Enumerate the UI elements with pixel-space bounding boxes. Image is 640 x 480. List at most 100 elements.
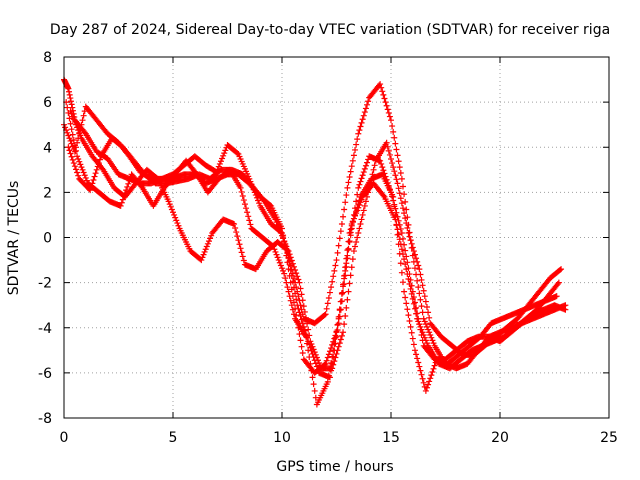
- data-point: [75, 127, 82, 134]
- data-point: [67, 98, 74, 105]
- data-point: [217, 158, 224, 165]
- x-axis-label: GPS time / hours: [276, 459, 393, 475]
- data-point: [117, 202, 124, 209]
- data-point: [349, 157, 356, 164]
- data-point: [307, 338, 314, 345]
- data-point: [297, 285, 304, 292]
- data-point: [310, 381, 317, 388]
- data-point: [380, 192, 387, 199]
- data-point: [296, 309, 303, 316]
- data-point: [324, 378, 331, 385]
- data-point: [123, 187, 130, 194]
- data-point: [344, 247, 351, 254]
- data-point: [410, 300, 417, 307]
- data-point: [299, 297, 306, 304]
- data-point: [415, 318, 422, 325]
- data-point: [219, 155, 226, 162]
- data-point: [416, 290, 423, 297]
- data-point: [415, 262, 422, 269]
- data-point: [99, 165, 106, 172]
- data-point: [328, 284, 335, 291]
- data-point: [336, 307, 343, 314]
- data-point: [305, 347, 312, 354]
- data-point: [355, 201, 362, 208]
- data-point: [407, 285, 414, 292]
- data-point: [554, 280, 561, 287]
- data-point: [415, 359, 422, 366]
- data-point: [360, 169, 367, 176]
- data-point: [407, 323, 414, 330]
- data-point: [75, 172, 82, 179]
- data-point: [395, 158, 402, 165]
- data-point: [335, 242, 342, 249]
- data-point: [409, 335, 416, 342]
- data-point: [243, 205, 250, 212]
- data-point: [342, 313, 349, 320]
- data-point: [293, 296, 300, 303]
- data-point: [380, 167, 387, 174]
- data-point: [358, 175, 365, 182]
- data-point: [337, 298, 344, 305]
- data-point: [427, 375, 434, 382]
- data-point: [347, 168, 354, 175]
- data-point: [356, 197, 363, 204]
- data-point: [409, 295, 416, 302]
- data-point: [64, 129, 71, 136]
- data-point: [427, 331, 434, 338]
- data-point: [323, 357, 330, 364]
- data-point: [325, 294, 332, 301]
- data-point: [290, 263, 297, 270]
- data-point: [331, 358, 338, 365]
- data-point: [335, 315, 342, 322]
- data-point: [74, 153, 81, 160]
- data-point: [421, 318, 428, 325]
- data-point: [82, 174, 89, 181]
- data-point: [429, 337, 436, 344]
- data-point: [413, 255, 420, 262]
- data-point: [245, 213, 252, 220]
- data-point: [292, 266, 299, 273]
- data-point: [397, 260, 404, 267]
- data-point: [393, 176, 400, 183]
- data-point: [413, 310, 420, 317]
- data-point: [234, 150, 241, 157]
- data-point: [309, 374, 316, 381]
- data-point: [314, 357, 321, 364]
- data-point: [422, 387, 429, 394]
- data-point: [392, 212, 399, 219]
- data-point: [305, 326, 312, 333]
- data-point: [232, 225, 239, 232]
- data-point: [74, 169, 81, 176]
- data-point: [418, 303, 425, 310]
- data-point: [65, 109, 72, 116]
- data-point: [301, 308, 308, 315]
- data-point: [416, 266, 423, 273]
- data-point: [394, 226, 401, 233]
- data-point: [422, 321, 429, 328]
- data-point: [300, 303, 307, 310]
- data-point: [391, 134, 398, 141]
- data-point: [421, 293, 428, 300]
- data-point: [309, 343, 316, 350]
- chart-title: Day 287 of 2024, Sidereal Day-to-day VTE…: [50, 22, 610, 38]
- data-point: [314, 366, 321, 373]
- data-point: [428, 372, 435, 379]
- data-point: [282, 275, 289, 282]
- data-point: [356, 127, 363, 134]
- data-point: [398, 269, 405, 276]
- data-point: [281, 238, 288, 245]
- data-point: [295, 276, 302, 283]
- data-point: [395, 185, 402, 192]
- data-point: [67, 137, 74, 144]
- data-point: [270, 243, 277, 250]
- data-point: [404, 306, 411, 313]
- data-point: [271, 246, 278, 253]
- data-point: [236, 241, 243, 248]
- data-point: [385, 109, 392, 116]
- data-point: [403, 220, 410, 227]
- data-point: [288, 272, 295, 279]
- data-point: [362, 162, 369, 169]
- data-point: [392, 172, 399, 179]
- data-point: [425, 381, 432, 388]
- data-point: [67, 120, 74, 127]
